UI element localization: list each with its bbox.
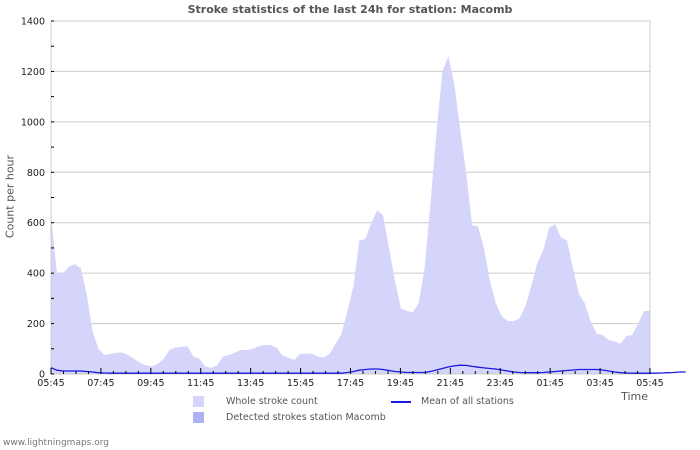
whole-count-swatch-icon (193, 396, 204, 407)
svg-text:200: 200 (27, 319, 45, 330)
legend-label-mean: Mean of all stations (421, 396, 514, 407)
svg-text:1000: 1000 (21, 117, 45, 128)
svg-text:23:45: 23:45 (487, 378, 514, 389)
svg-text:05:45: 05:45 (37, 378, 64, 389)
legend-label-whole: Whole stroke count (226, 396, 318, 407)
svg-text:1400: 1400 (21, 17, 45, 28)
footer-link[interactable]: www.lightningmaps.org (3, 438, 109, 448)
svg-text:09:45: 09:45 (137, 378, 164, 389)
svg-text:07:45: 07:45 (87, 378, 114, 389)
detected-swatch-icon (193, 412, 204, 423)
svg-text:600: 600 (27, 218, 45, 229)
svg-text:03:45: 03:45 (586, 378, 613, 389)
legend-label-detected: Detected strokes station Macomb (226, 412, 386, 423)
mean-line-swatch-icon (391, 400, 411, 403)
legend-item-mean: Mean of all stations (391, 396, 514, 407)
svg-text:05:45: 05:45 (636, 378, 663, 389)
whole-stroke-area (51, 56, 650, 375)
svg-text:15:45: 15:45 (287, 378, 314, 389)
svg-text:400: 400 (27, 269, 45, 280)
legend-item-detected: Detected strokes station Macomb (193, 412, 386, 423)
mean-line (50, 364, 686, 374)
svg-text:19:45: 19:45 (387, 378, 414, 389)
chart-title: Stroke statistics of the last 24h for st… (187, 3, 513, 16)
svg-text:0: 0 (39, 370, 45, 381)
svg-text:21:45: 21:45 (437, 378, 464, 389)
x-axis-label: Time (621, 390, 648, 403)
legend-item-whole: Whole stroke count (193, 396, 318, 407)
svg-text:1200: 1200 (21, 67, 45, 78)
svg-text:13:45: 13:45 (237, 378, 264, 389)
svg-text:01:45: 01:45 (536, 378, 563, 389)
svg-text:17:45: 17:45 (337, 378, 364, 389)
svg-text:11:45: 11:45 (187, 378, 214, 389)
svg-text:800: 800 (27, 168, 45, 179)
